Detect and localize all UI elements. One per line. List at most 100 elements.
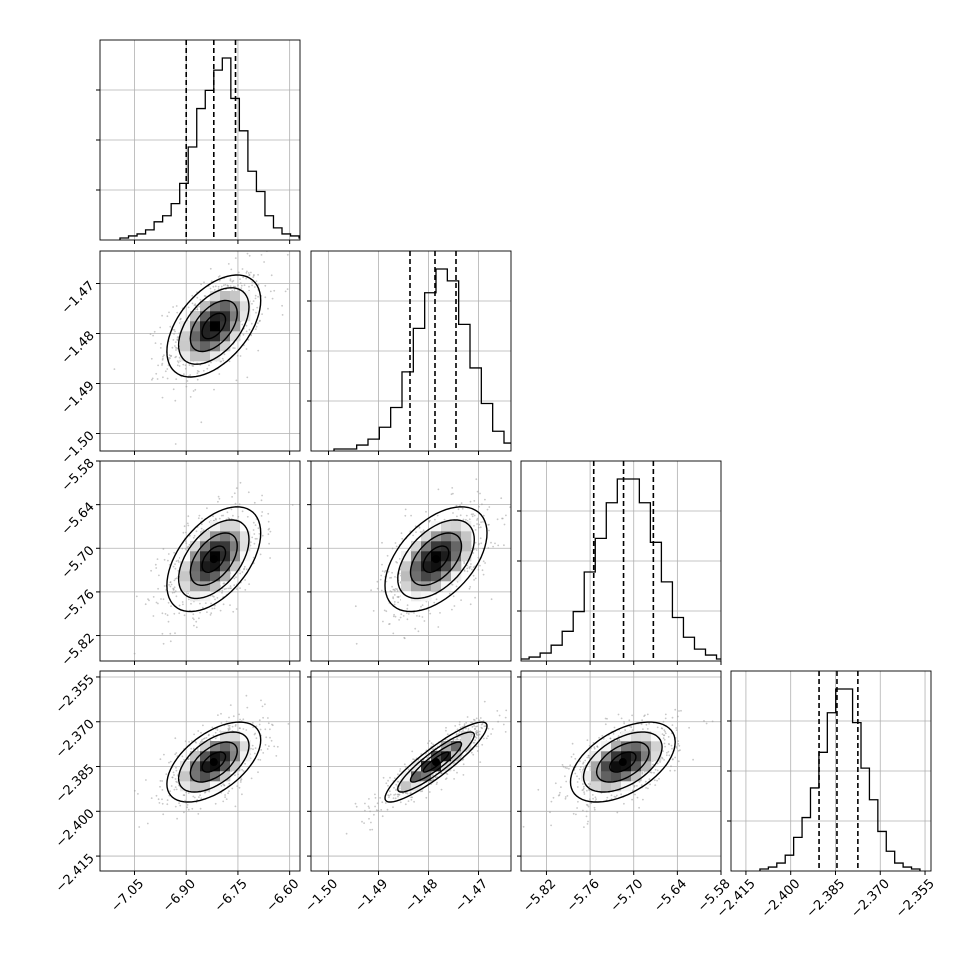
scatter-point xyxy=(387,784,389,787)
scatter-point xyxy=(589,798,591,800)
scatter-point xyxy=(440,772,443,775)
density-cell xyxy=(180,341,191,352)
scatter-point xyxy=(152,334,155,337)
density-cell xyxy=(180,561,191,572)
scatter-point xyxy=(572,812,575,815)
scatter-point xyxy=(263,261,265,263)
density-cell xyxy=(441,761,452,772)
scatter-point xyxy=(405,792,407,794)
scatter-point xyxy=(179,318,182,321)
scatter-point xyxy=(196,370,199,372)
scatter-point xyxy=(675,747,678,749)
density-cell xyxy=(411,581,422,592)
scatter-point xyxy=(145,779,147,781)
scatter-point xyxy=(456,728,459,731)
density-cell xyxy=(230,331,241,342)
scatter-point xyxy=(466,570,469,573)
density-cells xyxy=(180,731,251,792)
scatter-point xyxy=(429,612,432,615)
scatter-point xyxy=(234,257,237,259)
scatter-point xyxy=(236,354,239,357)
scatter-point xyxy=(199,794,202,797)
scatter-point xyxy=(187,524,190,527)
scatter-point xyxy=(239,587,241,589)
scatter-point xyxy=(487,735,489,737)
density-cell xyxy=(200,741,211,752)
density-cell xyxy=(611,761,622,772)
scatter-point xyxy=(186,806,189,809)
scatter-point xyxy=(496,710,499,712)
scatter-point xyxy=(587,754,590,757)
scatter-point xyxy=(653,771,655,774)
scatter-point xyxy=(256,306,259,309)
scatter-point xyxy=(471,726,474,728)
scatter-point xyxy=(498,714,501,717)
scatter-point xyxy=(587,788,590,791)
scatter-point xyxy=(380,574,383,577)
scatter-point xyxy=(387,570,390,573)
scatter-point xyxy=(245,272,248,274)
scatter-point xyxy=(470,563,472,565)
scatter-point xyxy=(452,595,455,598)
scatter-point xyxy=(481,722,484,725)
scatter-point xyxy=(257,273,259,276)
scatter-point xyxy=(677,760,680,763)
scatter-point xyxy=(390,576,393,579)
scatter-point xyxy=(196,296,199,299)
density-cell xyxy=(631,761,642,772)
density-cell xyxy=(200,571,211,582)
y-tick-label: −5.76 xyxy=(59,587,98,626)
density-cell xyxy=(601,761,612,772)
density-cell xyxy=(220,561,231,572)
scatter-point xyxy=(633,785,636,788)
scatter-point xyxy=(399,581,402,584)
scatter-point xyxy=(235,487,238,489)
scatter-point xyxy=(482,560,485,563)
scatter-point xyxy=(458,723,461,726)
scatter-point xyxy=(604,717,607,720)
scatter-point xyxy=(269,557,271,559)
x-tick-label: −2.385 xyxy=(804,876,849,921)
scatter-point xyxy=(170,583,173,586)
density-cell xyxy=(200,751,211,762)
scatter-point xyxy=(609,737,612,740)
density-cell xyxy=(411,561,422,572)
scatter-point xyxy=(185,531,187,534)
density-cell xyxy=(220,301,231,312)
scatter-point xyxy=(457,738,459,741)
x-tick-label: −5.82 xyxy=(520,876,559,915)
scatter-point xyxy=(485,737,488,740)
scatter-point xyxy=(583,791,585,793)
scatter-point xyxy=(199,611,201,614)
scatter-point xyxy=(674,756,676,759)
scatter-point xyxy=(504,731,507,733)
mode-marker xyxy=(432,758,440,767)
density-cell xyxy=(190,311,201,322)
scatter-point xyxy=(228,587,231,590)
scatter-point xyxy=(586,739,589,742)
scatter-point xyxy=(198,617,200,620)
scatter-point xyxy=(406,607,409,610)
scatter-point xyxy=(230,268,233,271)
scatter-point xyxy=(455,585,458,588)
scatter-point xyxy=(483,725,486,728)
scatter-point xyxy=(587,783,590,785)
scatter-point xyxy=(602,737,605,740)
scatter-point xyxy=(163,354,165,357)
scatter-point xyxy=(257,527,260,530)
scatter-point xyxy=(475,732,478,735)
scatter-point xyxy=(396,588,398,591)
scatter-point xyxy=(241,268,244,270)
panel-2-1 xyxy=(307,460,512,665)
scatter-point xyxy=(392,632,395,635)
scatter-point xyxy=(218,497,221,500)
density-cell xyxy=(220,571,231,582)
scatter-point xyxy=(705,722,708,725)
scatter-point xyxy=(475,549,478,551)
scatter-point xyxy=(476,519,478,521)
density-cell xyxy=(601,751,612,762)
panel-3-3 xyxy=(727,670,932,875)
scatter-point xyxy=(412,534,414,537)
scatter-point xyxy=(220,285,223,288)
scatter-point xyxy=(237,284,239,287)
